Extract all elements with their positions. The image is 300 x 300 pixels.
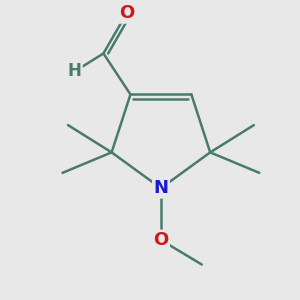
Text: O: O (153, 231, 169, 249)
Text: N: N (153, 179, 168, 197)
Text: H: H (68, 62, 82, 80)
Text: O: O (119, 4, 134, 22)
